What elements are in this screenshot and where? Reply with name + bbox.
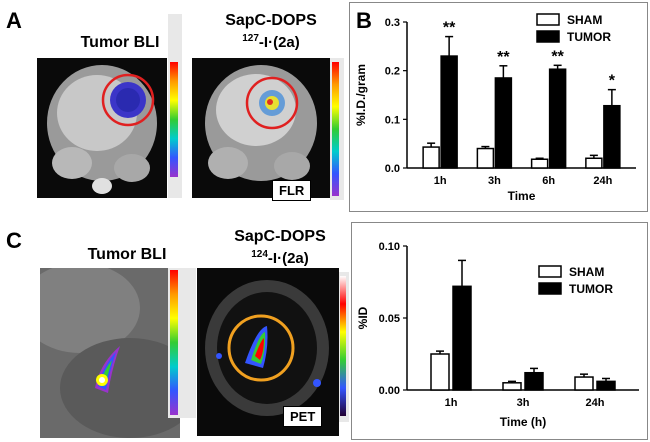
x-tick-label: 24h: [593, 175, 612, 187]
bli-image-c: [40, 268, 180, 438]
panel-c-right-subtitle: 124-I·(2a): [205, 249, 355, 267]
y-axis-label: %I.D./gram: [354, 64, 368, 126]
legend-swatch-tumor: [536, 30, 560, 43]
significance-label: **: [443, 20, 456, 37]
panel-a-left-title: Tumor BLI: [80, 34, 160, 51]
significance-label: *: [609, 73, 616, 90]
legend-label-tumor: TUMOR: [569, 282, 613, 296]
sham-bar: [585, 157, 603, 169]
tumor-roi-circle: [227, 314, 295, 382]
x-tick-label: 6h: [542, 175, 555, 187]
legend-swatch-sham: [538, 265, 562, 278]
chart-d: 0.00 0.05 0.10 %ID Time (h) 1h 3h 24h SHAM TUMOR: [356, 241, 639, 429]
y-tick-label: 0.00: [379, 385, 400, 397]
tumor-bar: [494, 77, 513, 169]
legend-swatch-tumor: [538, 282, 562, 295]
x-tick-label: 1h: [434, 175, 447, 187]
panel-c-left-title: Tumor BLI: [87, 246, 167, 263]
y-tick-label: 0.2: [385, 66, 400, 78]
tumor-roi-circle: [245, 76, 299, 130]
sham-bar: [430, 353, 450, 391]
flr-image-a: [192, 58, 330, 198]
compound-label: -I·(2a): [267, 250, 309, 267]
legend-label-tumor: TUMOR: [567, 30, 611, 44]
isotope-superscript: 127: [242, 33, 259, 44]
legend-label-sham: SHAM: [569, 265, 604, 279]
tumor-roi-circle: [101, 73, 155, 127]
legend-swatch-sham: [536, 13, 560, 26]
y-tick-label: 0.1: [385, 114, 400, 126]
x-tick-label: 24h: [586, 397, 605, 409]
sham-bar: [502, 382, 522, 391]
legend-label-sham: SHAM: [567, 13, 602, 27]
tumor-bar: [603, 104, 621, 169]
color-scale-a2: [332, 62, 339, 196]
bli-image-a: [37, 58, 167, 198]
panel-a-right-subtitle: 127-I·(2a): [196, 33, 346, 51]
sham-bar: [574, 376, 594, 391]
y-axis-label: %ID: [356, 306, 370, 329]
tumor-bar: [452, 285, 472, 391]
tumor-bar: [440, 55, 458, 169]
chart-d-frame: [351, 222, 648, 440]
flr-tag: FLR: [272, 180, 312, 201]
significance-label: **: [497, 49, 510, 66]
color-scale-c1: [170, 270, 178, 415]
x-axis-label: Time: [508, 189, 536, 203]
significance-label: **: [551, 48, 564, 65]
tumor-bar: [524, 371, 544, 391]
panel-letter-a: A: [6, 8, 22, 33]
y-tick-label: 0.10: [379, 241, 400, 253]
color-scale-a1: [170, 62, 178, 177]
compound-label: -I·(2a): [258, 34, 300, 51]
sham-bar: [530, 158, 549, 169]
panel-c-right-title: SapC-DOPS: [234, 228, 326, 245]
tumor-bar: [596, 380, 616, 391]
panel-letter-c: C: [6, 228, 22, 253]
panel-a-right-title: SapC-DOPS: [225, 12, 317, 29]
sham-bar: [476, 147, 495, 169]
tumor-bar: [548, 68, 567, 169]
x-tick-label: 3h: [488, 175, 501, 187]
x-tick-label: 3h: [517, 397, 530, 409]
panel-letter-b: B: [356, 8, 372, 33]
x-axis-label: Time (h): [500, 415, 546, 429]
isotope-superscript: 124: [251, 249, 268, 260]
y-tick-label: 0.05: [379, 313, 400, 325]
y-tick-label: 0.0: [385, 163, 400, 175]
pet-tag: PET: [283, 406, 323, 427]
y-tick-label: 0.3: [385, 17, 400, 29]
x-tick-label: 1h: [445, 397, 458, 409]
sham-bar: [422, 146, 440, 169]
chart-b: 0.0 0.1 0.2 0.3 %I.D./gram Time 1h ** 3h ** 6h ** 24…: [354, 13, 636, 203]
color-scale-c2: [340, 276, 346, 416]
